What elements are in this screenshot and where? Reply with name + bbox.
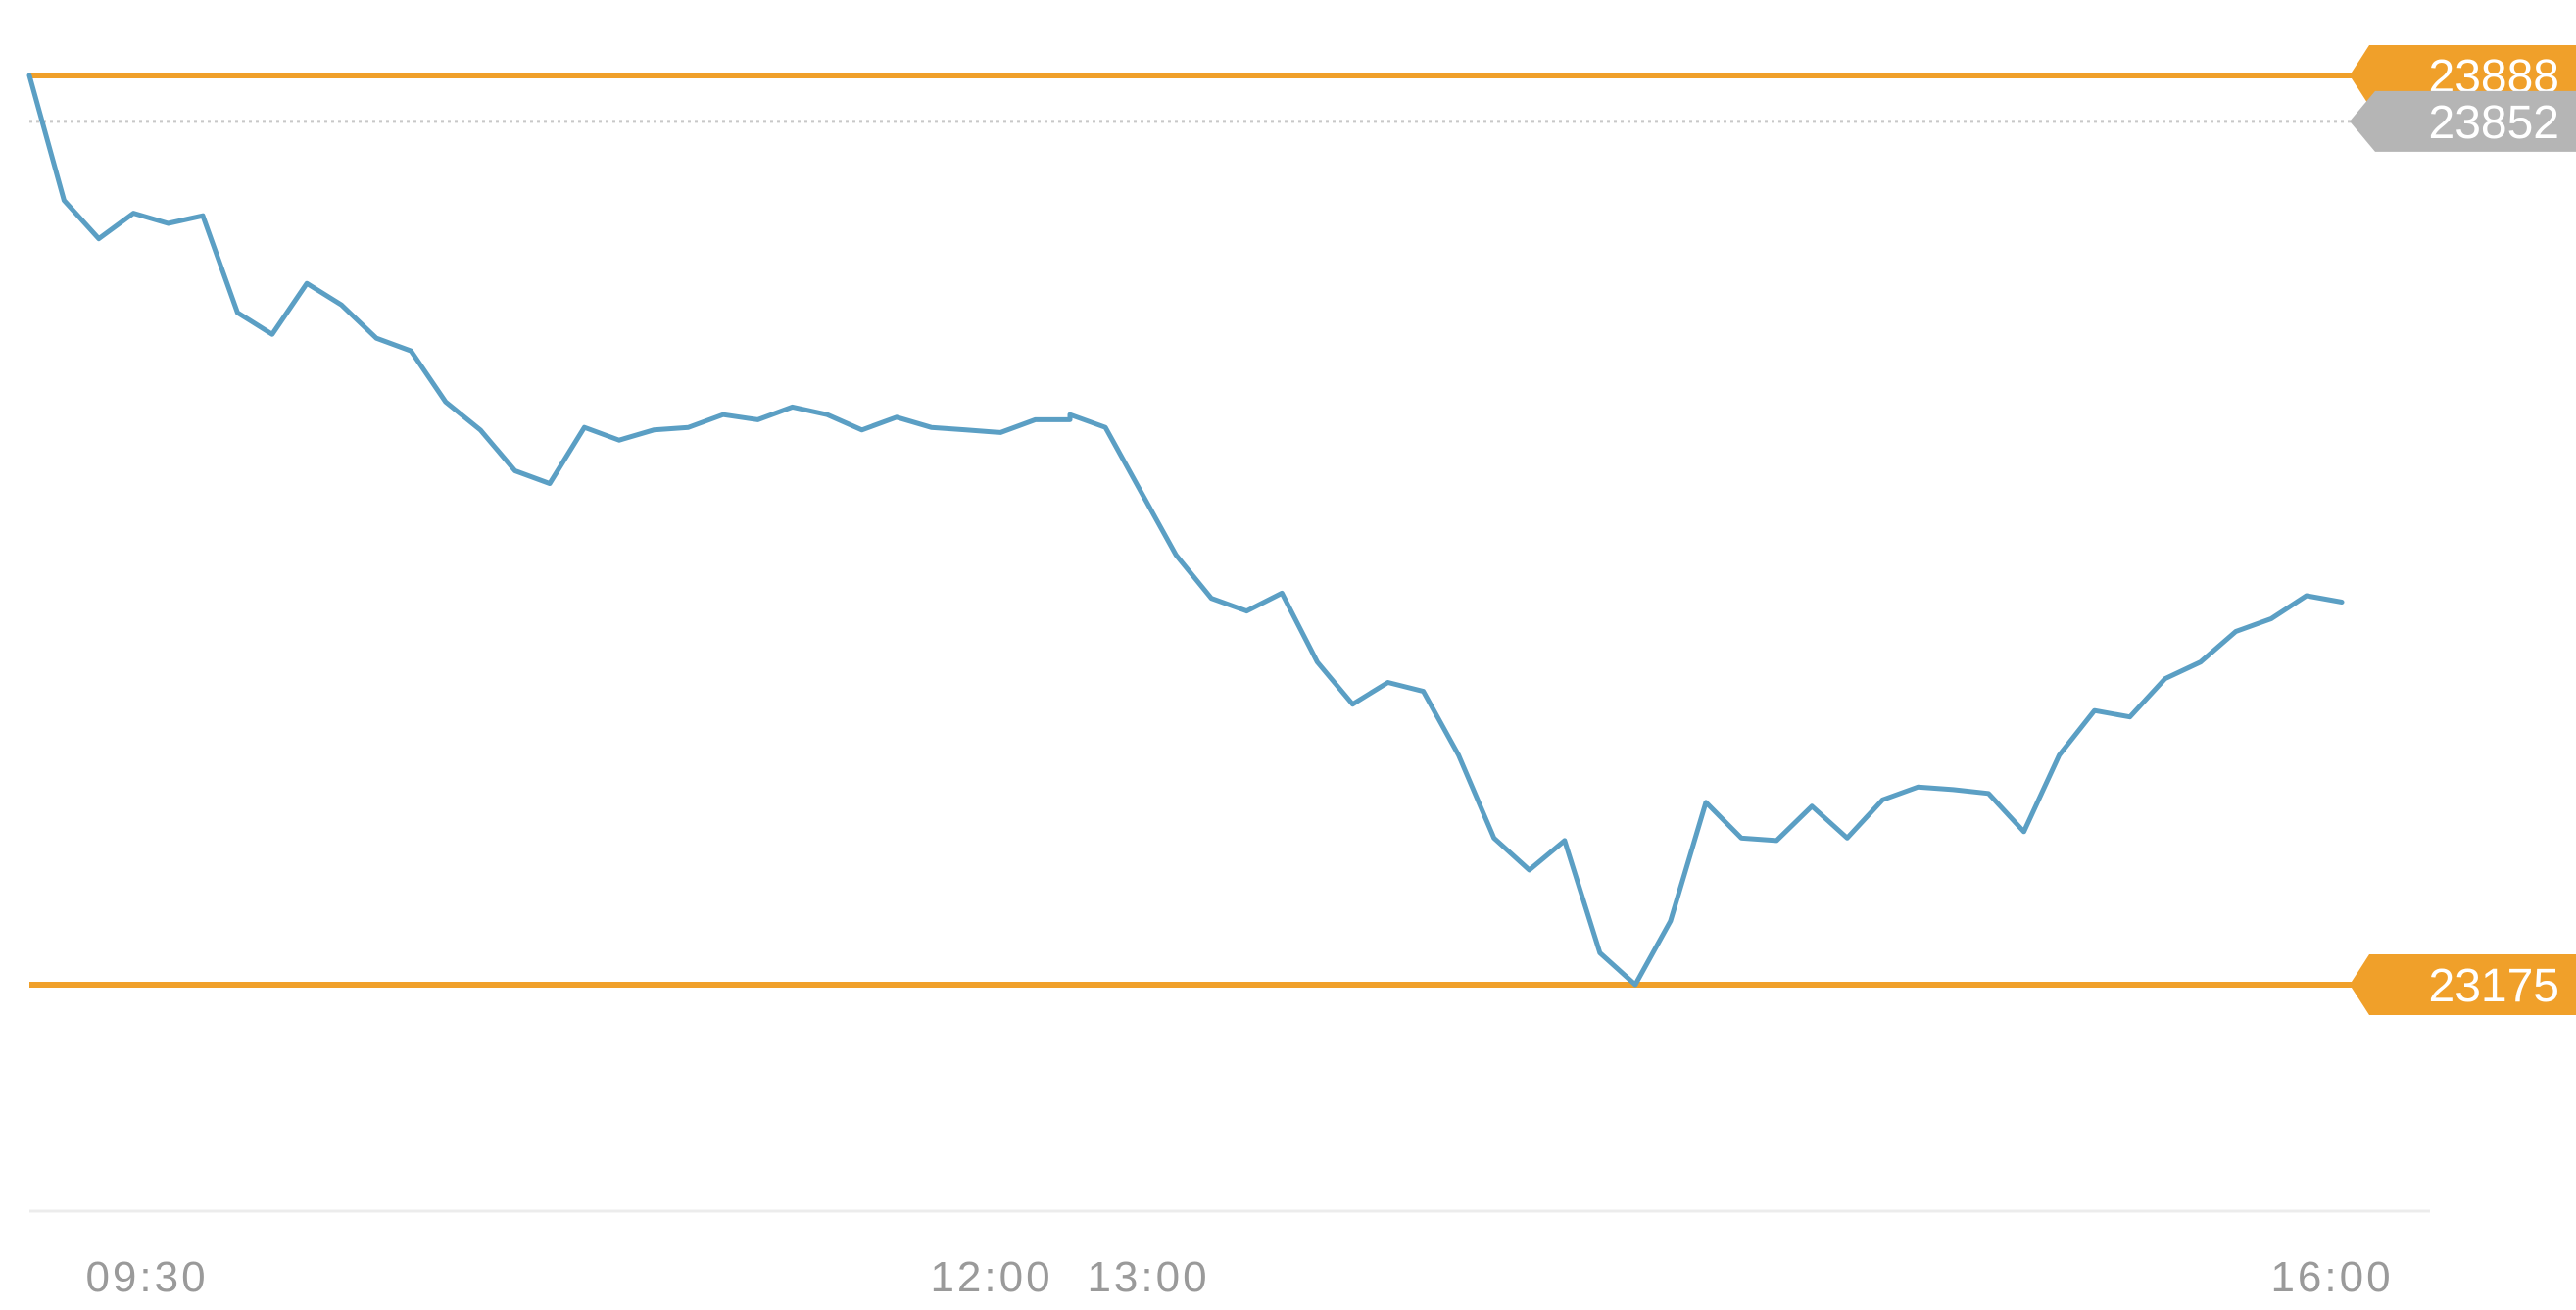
- price-tag-high: [2350, 45, 2576, 106]
- price-tag-label-previous_close: 23852: [2429, 97, 2559, 149]
- x-axis-ticks: 09:30 12:00 13:00 16:00: [85, 1253, 2393, 1301]
- reference-lines: [29, 73, 2352, 988]
- price-tag-label-low: 23175: [2429, 960, 2559, 1012]
- x-tick-label-0930: 09:30: [85, 1253, 208, 1301]
- price-tag-low: [2350, 954, 2576, 1015]
- price-tag-previous_close: [2350, 90, 2576, 152]
- x-tick-label-1600: 16:00: [2270, 1253, 2393, 1301]
- x-tick-label-1300: 13:00: [1087, 1253, 1209, 1301]
- price-line-0: [26, 73, 2345, 988]
- x-tick-label-1200: 12:00: [930, 1253, 1052, 1301]
- price-series: [26, 73, 2345, 988]
